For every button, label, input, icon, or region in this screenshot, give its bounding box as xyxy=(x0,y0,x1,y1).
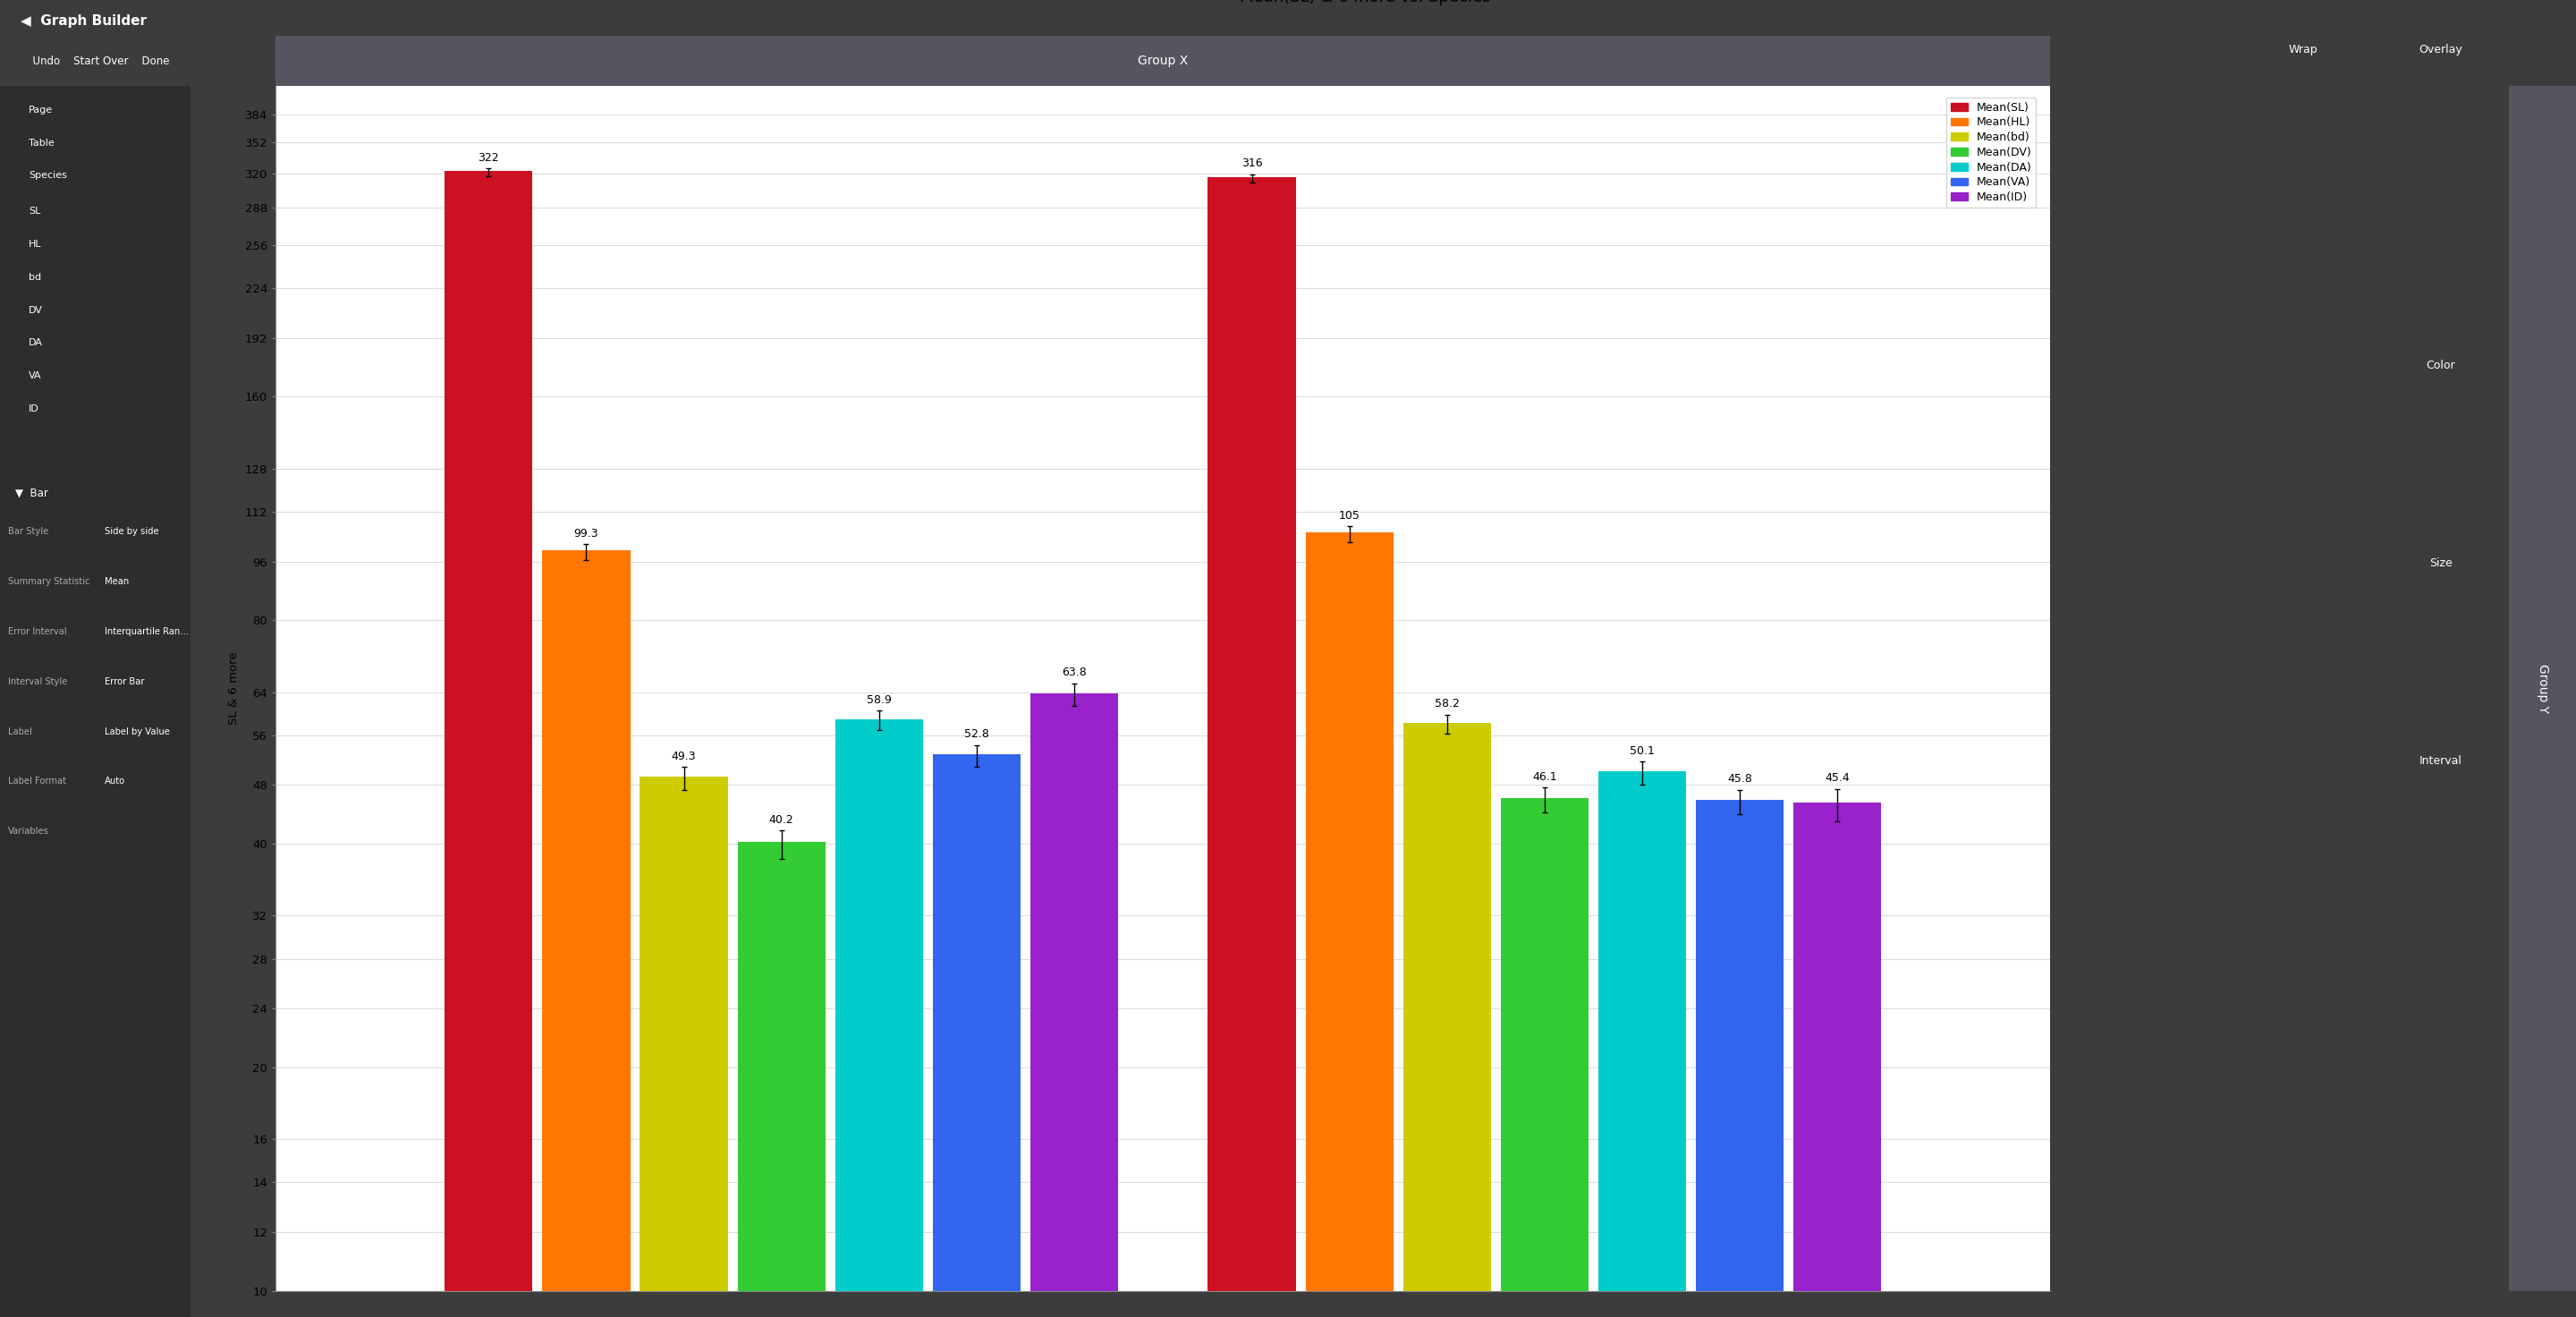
Text: Group Y: Group Y xyxy=(2537,664,2548,712)
Text: 46.1: 46.1 xyxy=(1533,772,1556,782)
Bar xyxy=(1030,693,1118,1317)
Text: 50.1: 50.1 xyxy=(1631,745,1654,757)
Text: Wrap: Wrap xyxy=(2287,43,2318,55)
Text: Interval: Interval xyxy=(2419,755,2463,766)
Text: DA: DA xyxy=(28,338,44,348)
Text: Mean: Mean xyxy=(106,577,129,586)
Text: bd: bd xyxy=(28,273,41,282)
Bar xyxy=(933,755,1020,1317)
Text: Label Format: Label Format xyxy=(8,777,67,786)
Text: ▼  Bar: ▼ Bar xyxy=(15,487,49,499)
Bar xyxy=(1208,178,1296,1317)
Text: Bar Style: Bar Style xyxy=(8,527,49,536)
Text: 45.4: 45.4 xyxy=(1826,773,1850,784)
Legend: Mean(SL), Mean(HL), Mean(bd), Mean(DV), Mean(DA), Mean(VA), Mean(ID): Mean(SL), Mean(HL), Mean(bd), Mean(DV), … xyxy=(1945,97,2035,208)
Bar xyxy=(1306,532,1394,1317)
Text: 58.2: 58.2 xyxy=(1435,698,1461,710)
Y-axis label: SL & 6 more: SL & 6 more xyxy=(229,652,240,724)
Text: VA: VA xyxy=(28,371,41,381)
Text: Side by side: Side by side xyxy=(106,527,160,536)
Text: 40.2: 40.2 xyxy=(770,814,793,826)
Bar xyxy=(835,719,922,1317)
Text: Variables: Variables xyxy=(8,827,49,836)
Text: Auto: Auto xyxy=(106,777,126,786)
Text: DV: DV xyxy=(28,306,44,315)
Text: 49.3: 49.3 xyxy=(672,751,696,761)
Text: Interquartile Ran...: Interquartile Ran... xyxy=(106,627,188,636)
Text: 316: 316 xyxy=(1242,158,1262,170)
Text: Group X: Group X xyxy=(1139,54,1188,67)
Text: 63.8: 63.8 xyxy=(1061,666,1087,678)
Text: Error Interval: Error Interval xyxy=(8,627,67,636)
Text: Interval Style: Interval Style xyxy=(8,677,67,686)
Text: 322: 322 xyxy=(479,151,500,163)
Bar xyxy=(1502,798,1589,1317)
Text: 58.9: 58.9 xyxy=(866,694,891,706)
Text: Mean(SL) & 6 more vs. Species: Mean(SL) & 6 more vs. Species xyxy=(1239,0,1492,5)
Text: 52.8: 52.8 xyxy=(963,728,989,740)
Bar xyxy=(1695,799,1783,1317)
Text: Label by Value: Label by Value xyxy=(106,727,170,736)
Text: Page: Page xyxy=(28,105,54,115)
Text: Table: Table xyxy=(28,138,54,148)
Text: ▼ 10 Columns: ▼ 10 Columns xyxy=(15,57,90,68)
Text: Color: Color xyxy=(2427,360,2455,371)
Text: 99.3: 99.3 xyxy=(574,528,598,540)
Bar xyxy=(1597,772,1687,1317)
Bar xyxy=(737,842,824,1317)
Text: Species: Species xyxy=(28,171,67,180)
Text: 105: 105 xyxy=(1340,510,1360,522)
Text: SL: SL xyxy=(28,207,41,216)
Text: Size: Size xyxy=(2429,557,2452,569)
Text: Overlay: Overlay xyxy=(2419,43,2463,55)
Bar xyxy=(1404,723,1492,1317)
Text: Error Bar: Error Bar xyxy=(106,677,144,686)
Bar xyxy=(446,171,533,1317)
Text: 45.8: 45.8 xyxy=(1728,773,1752,785)
Text: ID: ID xyxy=(28,404,39,414)
Text: ◀  Graph Builder: ◀ Graph Builder xyxy=(21,14,147,28)
Text: Summary Statistic: Summary Statistic xyxy=(8,577,90,586)
Text: Label: Label xyxy=(8,727,31,736)
Text: HL: HL xyxy=(28,240,41,249)
Bar xyxy=(1793,803,1880,1317)
Text: Undo    Start Over    Done: Undo Start Over Done xyxy=(26,55,170,67)
Bar xyxy=(639,776,729,1317)
Bar xyxy=(544,551,631,1317)
